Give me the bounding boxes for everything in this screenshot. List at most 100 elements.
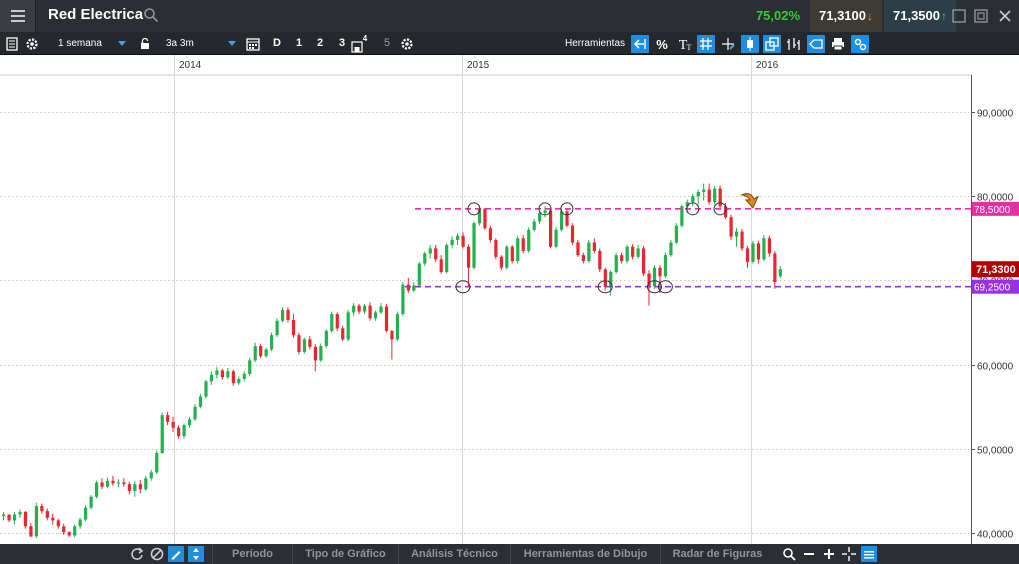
candle-body xyxy=(510,246,514,262)
candle xyxy=(559,208,564,232)
grid-icon[interactable] xyxy=(697,35,715,53)
percent-icon[interactable]: % xyxy=(653,35,671,53)
restore-window-icon[interactable] xyxy=(951,8,967,24)
candle-body xyxy=(155,453,159,473)
candle xyxy=(718,185,722,208)
calendar-icon[interactable] xyxy=(244,35,262,53)
candle xyxy=(122,478,126,487)
timeframe-5[interactable]: 5 xyxy=(383,37,391,49)
save-icon[interactable] xyxy=(351,41,363,53)
candle-body xyxy=(105,480,110,487)
label-tag-icon[interactable] xyxy=(807,35,825,53)
candle-body xyxy=(220,370,224,378)
candle-body xyxy=(641,248,646,274)
crosshair-icon[interactable] xyxy=(841,546,857,562)
candle xyxy=(767,235,771,257)
zoom-icon[interactable] xyxy=(781,546,797,562)
popout-window-icon[interactable] xyxy=(973,8,989,24)
timeframe-4[interactable]: 4 xyxy=(362,34,368,43)
tab-tipo-grafico[interactable]: Tipo de Gráfico xyxy=(292,544,398,564)
candle-body xyxy=(51,517,55,521)
annotation-arrow-icon xyxy=(740,193,759,209)
layers-icon[interactable] xyxy=(763,35,781,53)
bid-price-button[interactable]: 71,3100↓ xyxy=(810,0,882,32)
y-tick-label: 90,0000 xyxy=(977,109,1014,120)
candle xyxy=(439,255,443,274)
range-select[interactable]: 3a 3m xyxy=(160,35,240,52)
candle-body xyxy=(138,484,142,490)
price-chart[interactable]: 20142015201640,000050,000060,000070,0000… xyxy=(0,55,1019,544)
gear-icon[interactable] xyxy=(23,35,41,53)
chart-area[interactable]: 20142015201640,000050,000060,000070,0000… xyxy=(0,55,1019,544)
timeframe-3[interactable]: 3 xyxy=(338,37,346,49)
candle xyxy=(144,475,148,491)
candle-body xyxy=(559,211,564,230)
zoom-in-icon[interactable] xyxy=(821,546,837,562)
level-tag xyxy=(972,201,1019,216)
timeframe-2[interactable]: 2 xyxy=(316,37,324,49)
tab-radar-figuras[interactable]: Radar de Figuras xyxy=(660,544,774,564)
candle-body xyxy=(346,312,350,340)
close-icon[interactable] xyxy=(997,8,1013,24)
candle-body xyxy=(434,248,438,260)
bar-chart-icon[interactable] xyxy=(785,35,803,53)
candlestick-icon[interactable] xyxy=(741,35,759,53)
candle xyxy=(352,303,356,316)
candle xyxy=(171,416,175,432)
hamburger-menu-icon[interactable] xyxy=(0,0,36,32)
back-arrow-icon[interactable] xyxy=(631,35,649,53)
candle xyxy=(291,314,296,338)
print-icon[interactable] xyxy=(829,35,847,53)
candle xyxy=(412,282,416,293)
candle xyxy=(297,332,301,355)
pencil-icon[interactable] xyxy=(168,546,184,562)
candle xyxy=(149,469,153,481)
candle-body xyxy=(406,284,410,291)
candle xyxy=(237,376,241,385)
tab-analisis-tecnico[interactable]: Análisis Técnico xyxy=(398,544,510,564)
candle xyxy=(373,310,378,321)
scroll-arrows-icon[interactable] xyxy=(188,546,204,562)
candle-body xyxy=(40,506,44,512)
candle xyxy=(751,240,755,264)
candle-body xyxy=(570,225,575,243)
candle xyxy=(56,518,60,529)
candle xyxy=(576,239,580,257)
tab-herramientas-dibujo[interactable]: Herramientas de Dibujo xyxy=(510,544,660,564)
tools-settings-icon[interactable] xyxy=(851,35,869,53)
refresh-icon[interactable] xyxy=(129,546,145,562)
zoom-out-icon[interactable] xyxy=(801,546,817,562)
change-percent: 75,02% xyxy=(755,8,801,23)
candle xyxy=(12,511,17,525)
ask-price-button[interactable]: 71,3500↑ xyxy=(884,0,956,32)
data-table-icon[interactable] xyxy=(861,546,877,562)
candle-body xyxy=(67,532,71,536)
lock-icon[interactable] xyxy=(136,35,154,53)
chevron-down-icon xyxy=(228,41,236,46)
candle xyxy=(313,344,317,372)
candle-body xyxy=(527,229,531,251)
candle xyxy=(368,302,372,321)
candle xyxy=(614,252,618,274)
candle-body xyxy=(713,188,717,203)
candle xyxy=(94,480,99,499)
timeframe-d[interactable]: D xyxy=(273,37,281,49)
candle xyxy=(29,522,33,538)
candle-body xyxy=(767,238,771,254)
tab-periodo[interactable]: Período xyxy=(212,544,292,564)
block-icon[interactable] xyxy=(149,546,165,562)
crosshair-pencil-icon[interactable] xyxy=(719,35,737,53)
candle xyxy=(488,225,493,243)
candle xyxy=(105,477,110,489)
candle xyxy=(286,307,290,323)
search-icon[interactable] xyxy=(143,7,159,23)
candle-body xyxy=(7,514,11,521)
settings-gear-icon[interactable] xyxy=(398,35,416,53)
candle-body xyxy=(472,223,476,268)
list-icon[interactable] xyxy=(3,35,21,53)
timeframe-1[interactable]: 1 xyxy=(295,37,303,49)
period-select[interactable]: 1 semana xyxy=(52,35,130,52)
candle xyxy=(543,206,547,218)
candle-body xyxy=(587,242,591,262)
